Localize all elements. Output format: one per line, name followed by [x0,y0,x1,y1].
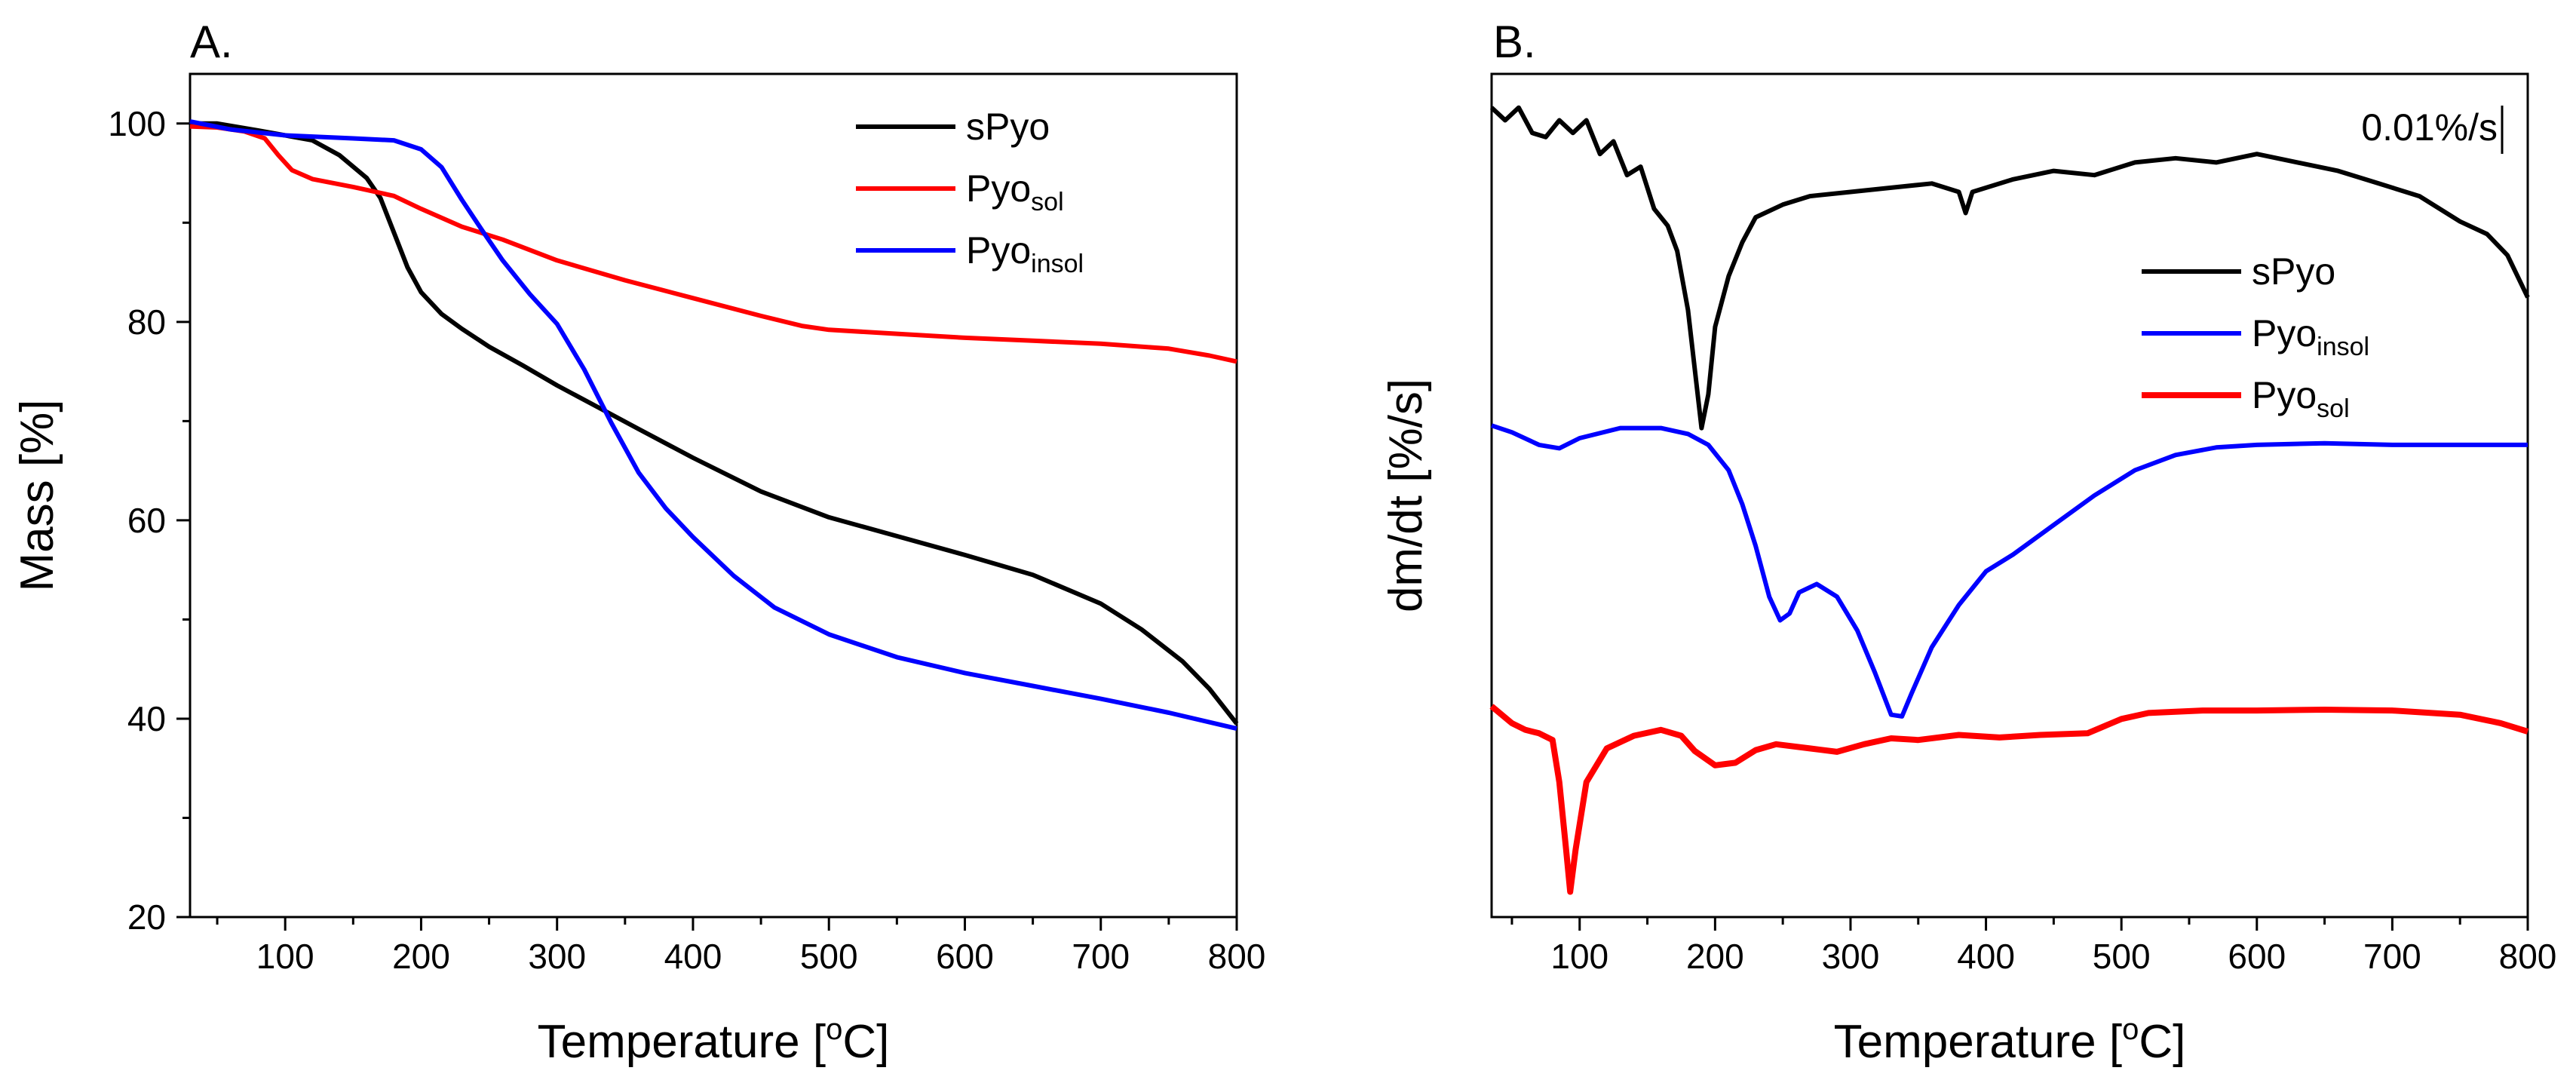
panel-b-legend-label: Pyosol [2252,374,2350,423]
panel-b-ylabel: dm/dt [%/s] [1380,379,1432,612]
panel-b-series [1489,105,2530,895]
panel-b-ticks: 100 200 300 400 500 600 700 800 [1510,917,2557,976]
panel-a-xtick-label: 200 [392,937,450,976]
panel-a-ytick-label: 20 [127,897,166,937]
panel-b-xtick-label: 100 [1550,937,1608,976]
panel-a-ytick-label: 80 [127,302,166,342]
panel-b-legend-sub: sol [2317,394,2349,423]
panel-b-legend-label: Pyoinsol [2252,312,2369,361]
panel-b-series-spyo [1489,105,2530,431]
panel-a-legend-sub: sol [1031,188,1063,216]
panel-a-xtick-label: 600 [936,937,994,976]
panel-a-ytick-label: 40 [127,699,166,738]
panel-b-series-pyo-insol [1491,423,2528,719]
panel-a-ytick-label: 100 [108,104,166,143]
panel-b-series-pyo-sol [1489,704,2529,895]
panel-a-legend-sub: insol [1031,250,1084,278]
panel-b-xtick-label: 300 [1822,937,1880,976]
panel-a-xlabel: Temperature [oC] [538,1013,890,1068]
panel-a-legend-name: Pyo [966,229,1031,272]
panel-b-xtick-label: 200 [1686,937,1744,976]
panel-a-series-pyo-insol [189,119,1237,732]
panel-b-xtick-label: 700 [2363,937,2421,976]
panel-b-xtick-label: 400 [1957,937,2015,976]
panel-b-legend-name: sPyo [2252,250,2335,293]
panel-a-xtick-label: 800 [1208,937,1266,976]
panel-a-legend-name: Pyo [966,167,1031,210]
panel-a-xlabel-main: Temperature [ [538,1016,826,1068]
panel-a-legend-name: sPyo [966,106,1050,148]
panel-b-xlabel-tail: C] [2139,1016,2185,1068]
panel-b-xlabel: Temperature [oC] [1834,1013,2186,1068]
panel-b-legend-label: sPyo [2252,250,2335,293]
panel-b-xlabel-sup: o [2122,1013,2139,1046]
panel-b-label: B. [1493,17,1536,67]
panel-a-xtick-label: 700 [1072,937,1130,976]
panel-b-legend-sub: insol [2317,333,2369,361]
panel-a-legend-label: Pyosol [966,167,1064,216]
panel-a-label: A. [190,17,233,67]
panel-a-ticks: 100 200 300 400 500 600 700 800 20 40 60 80 100 [108,104,1265,976]
panel-a-xtick-label: 500 [800,937,858,976]
panel-a-ytick-label: 60 [127,501,166,540]
panel-a-series-spyo [190,121,1239,726]
panel-a-series-pyo-sol [189,124,1237,364]
panel-b-legend-name: Pyo [2252,374,2317,416]
panel-a-xtick-label: 300 [528,937,586,976]
panel-b-xlabel-main: Temperature [ [1834,1016,2123,1068]
panel-b-frame [1490,72,2529,919]
panel-a: A. 100 200 300 400 500 600 700 800 20 40 60 80 100 M… [11,17,1265,1068]
panel-b-legend-name: Pyo [2252,312,2317,354]
panel-b-xtick-label: 600 [2228,937,2286,976]
panel-a-legend-label: sPyo [966,106,1050,148]
scale-bar-label: 0.01%/s [2361,106,2498,149]
panel-a-ylabel: Mass [%] [11,400,63,592]
panel-a-legend-label: Pyoinsol [966,229,1084,278]
panel-a-xlabel-tail: C] [842,1016,889,1068]
panel-a-series [189,119,1239,732]
panel-a-xlabel-sup: o [826,1013,842,1046]
panel-a-frame [189,72,1238,919]
panel-a-xtick-label: 400 [664,937,722,976]
panel-a-xtick-label: 100 [256,937,314,976]
panel-b: B. 100 200 300 400 500 600 700 800 dm/dt [%/s] … [1380,17,2556,1068]
panel-b-xtick-label: 800 [2499,937,2557,976]
panel-b-xtick-label: 500 [2093,937,2151,976]
